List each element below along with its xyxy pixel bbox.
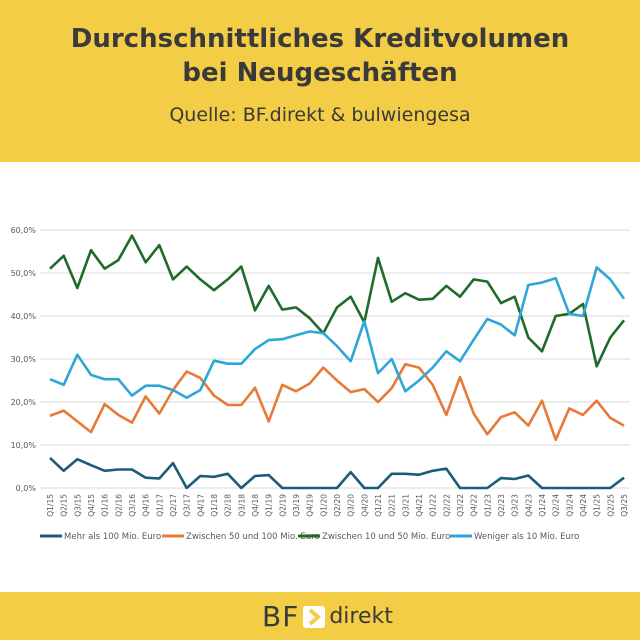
x-tick-label: Q2/19 (278, 494, 287, 517)
logo-arrow-icon (303, 605, 326, 628)
x-tick-label: Q4/21 (415, 494, 424, 517)
x-tick-label: Q2/20 (333, 494, 342, 517)
x-tick-label: Q4/18 (251, 494, 260, 517)
x-tick-label: Q2/17 (169, 494, 178, 517)
line-chart: 0,0% 10,0% 20,0% 30,0% 40,0% 50,0% 60,0% Q1/15 Q… (11, 226, 630, 542)
series-line-2 (49, 362, 625, 442)
x-tick-label: Q1/19 (265, 494, 274, 517)
y-tick-label: 30,0% (11, 355, 37, 364)
y-tick-label: 60,0% (11, 226, 37, 235)
x-tick-label: Q1/15 (46, 494, 55, 517)
x-tick-label: Q3/23 (511, 494, 520, 517)
x-tick-label: Q3/24 (565, 494, 574, 517)
x-tick-label: Q3/20 (347, 494, 356, 517)
x-tick-label: Q1/22 (429, 494, 438, 517)
title-line-2: bei Neugeschäften (182, 58, 458, 88)
x-tick-label: Q1/21 (374, 494, 383, 517)
x-tick-label: Q1/23 (483, 494, 492, 517)
x-tick-label: Q2/24 (552, 494, 561, 517)
x-tick-label: Q1/24 (538, 494, 547, 517)
x-tick-label: Q4/17 (196, 494, 205, 517)
x-tick-label: Q2/22 (442, 494, 451, 517)
series-line-3 (49, 234, 626, 368)
x-tick-label: Q1/17 (155, 494, 164, 517)
x-tick-label: Q2/25 (606, 494, 615, 517)
legend-label: Zwischen 50 und 100 Mio. Euro (186, 532, 320, 542)
x-tick-label: Q2/21 (388, 494, 397, 517)
x-tick-label: Q4/15 (87, 494, 96, 517)
logo-direkt: direkt (329, 604, 393, 629)
x-tick-label: Q2/18 (224, 494, 233, 517)
x-tick-label: Q4/22 (470, 494, 479, 517)
footer: BF direkt (0, 592, 640, 640)
x-tick-label: Q3/18 (237, 494, 246, 517)
logo-bf: BF (262, 600, 300, 633)
x-tick-label: Q1/25 (593, 494, 602, 517)
x-tick-label: Q3/25 (620, 494, 629, 517)
header: Durchschnittliches Kreditvolumen bei Neu… (0, 0, 640, 162)
x-tick-label: Q3/22 (456, 494, 465, 517)
title-line-1: Durchschnittliches Kreditvolumen (70, 24, 570, 54)
legend-label: Zwischen 10 und 50 Mio. Euro (322, 532, 450, 542)
y-tick-label: 0,0% (16, 484, 37, 493)
x-tick-label: Q3/16 (128, 494, 137, 517)
y-tick-label: 50,0% (11, 269, 37, 278)
series-line-1 (49, 456, 625, 490)
x-tick-label: Q1/16 (101, 494, 110, 517)
x-tick-label: Q4/23 (524, 494, 533, 517)
y-tick-label: 10,0% (11, 441, 37, 450)
x-tick-label: Q3/19 (292, 494, 301, 517)
x-tick-label: Q4/24 (579, 494, 588, 517)
bf-direkt-logo: BF direkt (262, 600, 393, 633)
x-tick-label: Q1/20 (319, 494, 328, 517)
x-tick-label: Q2/15 (60, 494, 69, 517)
x-tick-label: Q3/17 (183, 494, 192, 517)
x-tick-label: Q4/16 (142, 494, 151, 517)
x-tick-label: Q4/20 (360, 494, 369, 517)
x-tick-label: Q4/19 (306, 494, 315, 517)
x-tick-label: Q3/21 (401, 494, 410, 517)
x-tick-label: Q2/23 (497, 494, 506, 517)
x-tick-label: Q1/18 (210, 494, 219, 517)
legend-label: Weniger als 10 Mio. Euro (474, 532, 579, 542)
x-tick-label: Q3/15 (73, 494, 82, 517)
source-label: Quelle: BF.direkt & bulwiengesa (169, 104, 471, 126)
y-tick-label: 40,0% (11, 312, 37, 321)
page-title: Durchschnittliches Kreditvolumen bei Neu… (0, 0, 640, 90)
series-line-4 (49, 266, 626, 399)
y-tick-label: 20,0% (11, 398, 37, 407)
legend-label: Mehr als 100 Mio. Euro (64, 532, 161, 542)
x-tick-label: Q2/16 (114, 494, 123, 517)
